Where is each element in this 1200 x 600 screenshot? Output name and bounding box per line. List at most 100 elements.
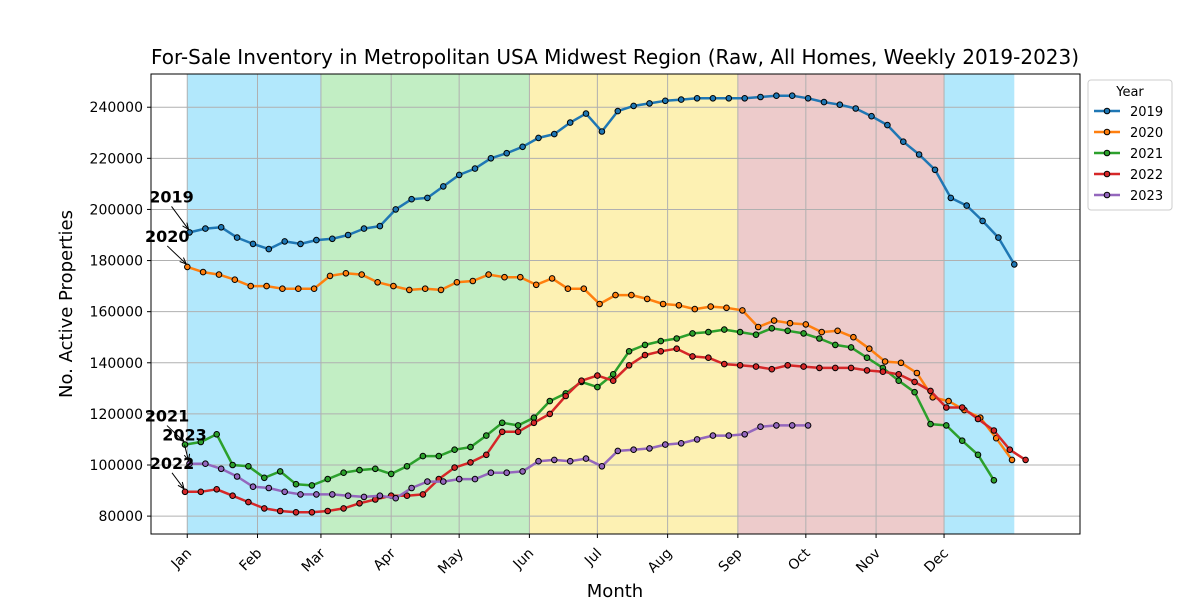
data-point xyxy=(609,371,617,378)
data-point xyxy=(594,372,601,379)
x-tick-label-jun: Jun xyxy=(510,546,537,573)
data-point xyxy=(784,327,792,335)
data-point xyxy=(562,392,570,400)
data-point xyxy=(931,166,939,174)
data-point xyxy=(297,240,304,248)
data-point xyxy=(424,478,431,485)
y-tick-label: 140000 xyxy=(90,356,143,372)
series-2019 xyxy=(186,92,1018,268)
data-point xyxy=(329,235,336,243)
data-point xyxy=(247,282,254,290)
data-point xyxy=(958,437,966,445)
x-tick-label-mar: Mar xyxy=(299,545,329,575)
data-point xyxy=(421,285,429,293)
data-point xyxy=(390,282,397,290)
data-point xyxy=(900,138,907,145)
data-point xyxy=(881,358,889,365)
legend-label: 2019 xyxy=(1130,105,1163,120)
data-point xyxy=(662,97,669,105)
legend-swatch-marker xyxy=(1103,107,1111,115)
data-point xyxy=(995,234,1002,241)
data-point xyxy=(913,369,921,377)
annotation-label: 2023 xyxy=(162,426,207,445)
data-point xyxy=(689,353,696,360)
data-point xyxy=(646,100,653,107)
data-point xyxy=(419,452,427,460)
data-point xyxy=(770,317,778,324)
data-point xyxy=(546,410,554,418)
data-point xyxy=(582,455,590,462)
data-point xyxy=(308,509,316,516)
data-point xyxy=(773,92,780,99)
data-point xyxy=(1011,261,1018,268)
x-tick-label-nov: Nov xyxy=(853,546,884,577)
annotation-label: 2019 xyxy=(149,187,194,206)
data-point xyxy=(233,473,241,480)
data-point xyxy=(324,475,332,483)
data-point xyxy=(564,285,572,293)
data-point xyxy=(990,427,998,434)
data-point xyxy=(673,345,681,353)
data-point xyxy=(281,238,289,245)
data-point xyxy=(677,440,685,447)
data-point xyxy=(392,206,400,213)
data-point xyxy=(387,470,395,478)
annotation-label: 2022 xyxy=(150,454,195,473)
data-point xyxy=(279,285,286,293)
data-point xyxy=(818,328,826,336)
data-point xyxy=(832,364,839,372)
x-tick-label-feb: Feb xyxy=(236,545,265,574)
data-point xyxy=(514,428,522,436)
legend: Year 2019 2020 2021 2022 2023 xyxy=(1087,79,1173,211)
data-point xyxy=(455,171,463,179)
y-tick-label: 200000 xyxy=(90,202,143,218)
y-tick-label: 160000 xyxy=(90,305,143,321)
data-point xyxy=(943,404,950,411)
data-point xyxy=(709,95,717,102)
data-point xyxy=(736,328,744,336)
data-point xyxy=(721,326,728,333)
data-point xyxy=(741,431,749,438)
y-tick-label: 80000 xyxy=(98,509,143,525)
data-point xyxy=(372,465,379,473)
data-point xyxy=(451,446,458,454)
series-2020 xyxy=(184,263,1016,464)
data-point xyxy=(501,273,508,281)
legend-swatch-marker xyxy=(1103,191,1111,199)
data-point xyxy=(725,432,733,439)
data-point xyxy=(265,484,273,492)
data-point xyxy=(231,276,239,284)
data-point xyxy=(911,388,918,396)
series-line-2023 xyxy=(189,424,809,500)
data-point xyxy=(292,509,300,516)
data-point xyxy=(788,422,796,429)
data-point xyxy=(580,285,588,293)
x-tick-label-aug: Aug xyxy=(645,546,676,577)
data-point xyxy=(625,362,633,369)
data-point xyxy=(990,477,998,484)
data-point xyxy=(487,469,495,477)
data-point xyxy=(344,492,352,500)
data-point xyxy=(535,457,542,465)
data-point xyxy=(530,419,538,427)
legend-swatch-marker xyxy=(1103,170,1111,178)
data-point xyxy=(866,345,873,353)
data-point xyxy=(261,474,268,482)
data-point xyxy=(784,362,792,369)
legend-label: 2020 xyxy=(1130,126,1163,141)
data-point xyxy=(487,155,495,162)
data-point xyxy=(197,488,205,496)
data-point xyxy=(773,422,780,429)
data-point xyxy=(820,98,828,106)
data-point xyxy=(532,281,540,289)
data-point xyxy=(979,217,986,225)
data-point xyxy=(217,224,225,231)
data-point xyxy=(202,225,209,232)
data-point xyxy=(852,105,860,112)
data-point xyxy=(403,492,411,500)
data-point xyxy=(340,505,347,512)
data-point xyxy=(408,195,415,203)
data-point xyxy=(641,341,649,349)
data-point xyxy=(754,323,762,331)
legend-label: 2021 xyxy=(1130,147,1163,162)
